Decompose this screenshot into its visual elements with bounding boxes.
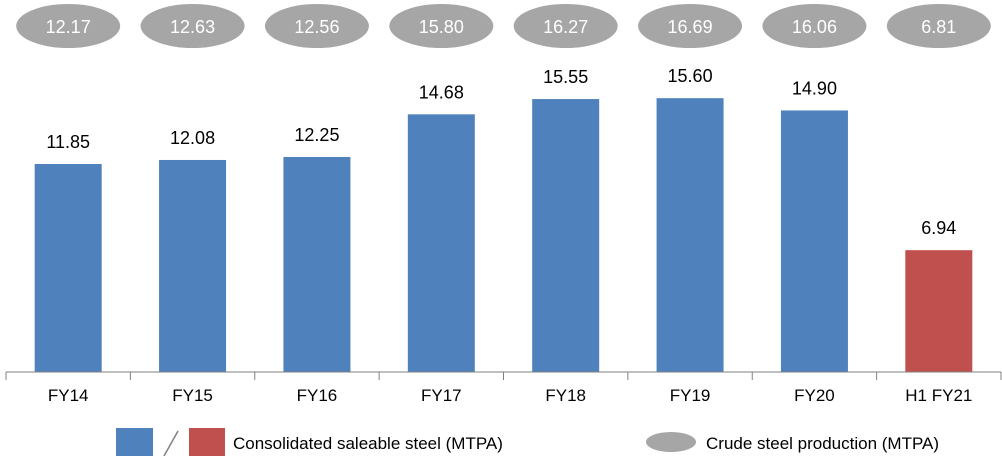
bar-fy15 [159, 159, 227, 372]
crude-value-fy19: 16.69 [668, 17, 713, 37]
legend-slash [163, 430, 179, 456]
bar-value-fy14: 11.85 [46, 132, 90, 152]
crude-ellipse-fy17 [389, 4, 494, 48]
bar-fy20 [780, 110, 848, 372]
x-axis-ticks [5, 372, 1002, 380]
legend-blue-swatch [116, 428, 153, 456]
crude-ellipse-fy18 [513, 4, 618, 48]
bar-fy16 [283, 156, 351, 372]
crude-value-fy18: 16.27 [543, 17, 588, 37]
legend-ellipse-swatch [646, 432, 696, 452]
bar-value-labels: 11.85 12.08 12.25 14.68 15.55 15.60 14.90 6.94 [46, 66, 956, 238]
bar-fy14 [34, 164, 102, 372]
bar-h1-fy21 [905, 250, 973, 372]
crude-ellipse-h1-fy21 [886, 4, 991, 48]
category-label-fy16: FY16 [297, 386, 338, 405]
category-label-fy19: FY19 [670, 386, 711, 405]
legend-ellipse-label: Crude steel production (MTPA) [706, 434, 939, 453]
bar-value-fy17: 14.68 [419, 82, 464, 102]
category-label-fy18: FY18 [545, 386, 586, 405]
category-label-fy15: FY15 [172, 386, 213, 405]
bar-value-fy20: 14.90 [792, 78, 837, 98]
bar-value-h1-fy21: 6.94 [921, 218, 956, 238]
bar-value-fy18: 15.55 [543, 67, 588, 87]
crude-value-fy17: 15.80 [419, 17, 464, 37]
bar-value-fy19: 15.60 [668, 66, 713, 86]
bar-fy17 [407, 114, 475, 372]
crude-value-fy15: 12.63 [170, 17, 215, 37]
bar-value-fy15: 12.08 [170, 128, 215, 148]
category-label-fy20: FY20 [794, 386, 835, 405]
crude-value-fy20: 16.06 [792, 17, 837, 37]
legend: Consolidated saleable steel (MTPA) Crude… [116, 428, 939, 456]
bar-value-fy16: 12.25 [294, 125, 339, 145]
crude-value-fy14: 12.17 [46, 17, 91, 37]
legend-bar-label: Consolidated saleable steel (MTPA) [233, 434, 503, 453]
category-labels: FY14 FY15 FY16 FY17 FY18 FY19 FY20 H1 FY21 [48, 386, 972, 405]
bar-fy19 [656, 98, 724, 372]
crude-ellipse-fy19 [638, 4, 743, 48]
crude-value-fy16: 12.56 [294, 17, 339, 37]
crude-ellipse-fy14 [16, 4, 121, 48]
legend-red-swatch [189, 428, 225, 456]
bar-fy18 [532, 99, 600, 372]
crude-steel-ellipses: 12.17 12.63 12.56 15.80 16.27 16.69 16.06 6.81 [16, 4, 991, 48]
crude-ellipse-fy16 [264, 4, 369, 48]
crude-ellipse-fy20 [762, 4, 867, 48]
category-label-h1-fy21: H1 FY21 [905, 386, 972, 405]
crude-ellipse-fy15 [140, 4, 245, 48]
saleable-steel-bars [34, 98, 973, 372]
category-label-fy14: FY14 [48, 386, 89, 405]
category-label-fy17: FY17 [421, 386, 462, 405]
crude-value-h1-fy21: 6.81 [921, 17, 956, 37]
